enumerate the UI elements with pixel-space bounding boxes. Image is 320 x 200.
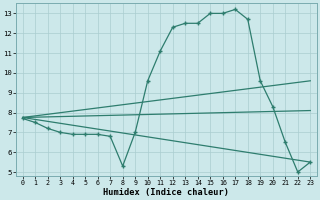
X-axis label: Humidex (Indice chaleur): Humidex (Indice chaleur): [103, 188, 229, 197]
